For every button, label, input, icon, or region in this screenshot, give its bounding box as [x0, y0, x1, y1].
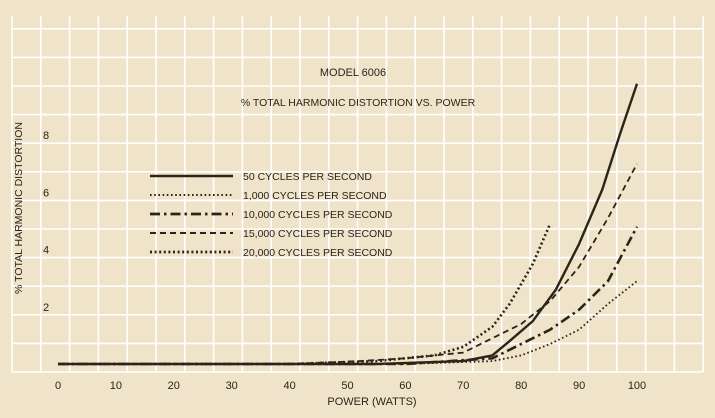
x-tick-label: 30 — [226, 380, 238, 392]
legend-label-4: 15,000 CYCLES PER SECOND — [243, 228, 393, 240]
x-tick-label: 90 — [573, 380, 585, 392]
x-tick-label: 0 — [55, 380, 61, 392]
x-tick-label: 20 — [168, 380, 180, 392]
legend-label-2: 1,000 CYCLES PER SECOND — [243, 190, 387, 202]
y-axis-label: % TOTAL HARMONIC DISTORTION — [13, 122, 25, 294]
x-tick-label: 80 — [515, 380, 527, 392]
x-tick-label: 70 — [457, 380, 469, 392]
series-line-1 — [58, 83, 639, 366]
legend-label-3: 10,000 CYCLES PER SECOND — [243, 209, 393, 221]
tick-labels: 0 10 20 30 40 50 60 70 80 90 100 2 4 6 8 — [43, 130, 646, 392]
legend-label-5: 20,000 CYCLES PER SECOND — [243, 247, 393, 259]
series-line-2 — [58, 280, 638, 365]
legend: 50 CYCLES PER SECOND 1,000 CYCLES PER SEC… — [150, 171, 393, 259]
y-tick-label: 6 — [43, 187, 49, 199]
legend-label-1: 50 CYCLES PER SECOND — [243, 171, 372, 183]
chart-subtitle: % TOTAL HARMONIC DISTORTION VS. POWER — [241, 97, 476, 109]
grid — [11, 16, 705, 373]
chart-title: MODEL 6006 — [320, 67, 386, 79]
x-axis-label: POWER (WATTS) — [327, 396, 416, 408]
x-tick-label: 10 — [110, 380, 122, 392]
y-tick-label: 8 — [43, 130, 49, 142]
series-group — [58, 83, 639, 366]
x-tick-label: 40 — [283, 380, 295, 392]
x-tick-label: 60 — [399, 380, 411, 392]
x-tick-label: 50 — [341, 380, 353, 392]
y-tick-label: 4 — [43, 245, 49, 257]
series-line-5 — [58, 223, 552, 366]
x-tick-label: 100 — [628, 380, 646, 392]
y-tick-label: 2 — [43, 302, 49, 314]
